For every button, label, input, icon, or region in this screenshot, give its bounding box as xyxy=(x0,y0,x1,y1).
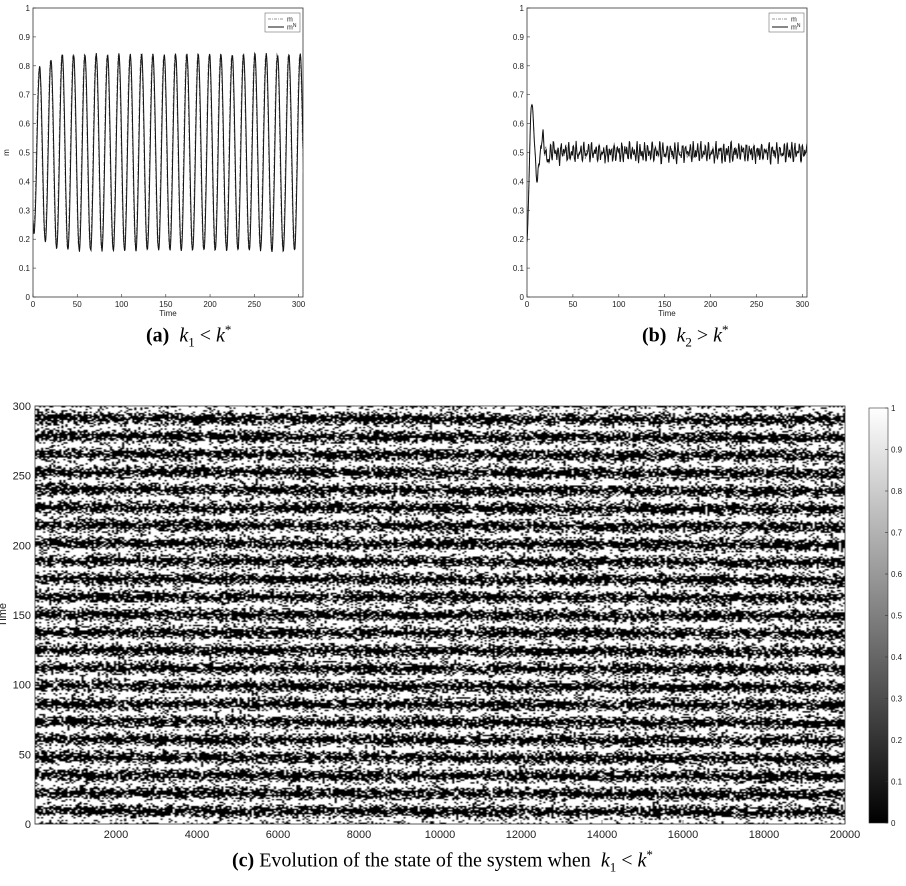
heatmap-cells xyxy=(35,406,845,824)
x-tick-label: 0 xyxy=(31,300,36,309)
x-tick-label: 18000 xyxy=(749,829,780,841)
x-tick-label: 200 xyxy=(704,300,718,309)
y-tick-label: 0.5 xyxy=(513,149,525,158)
x-tick-label: 50 xyxy=(568,300,577,309)
caption-c-tag: (c) xyxy=(232,849,255,872)
series-line-mN xyxy=(33,51,303,253)
colorbar-tick-label: 1 xyxy=(891,404,896,413)
legend-entry: m xyxy=(791,17,797,24)
colorbar-tick-label: 0.7 xyxy=(891,529,903,538)
x-tick-label: 300 xyxy=(292,300,306,309)
x-tick-label: 100 xyxy=(612,300,626,309)
y-tick-label: 100 xyxy=(13,680,31,692)
y-tick-label: 0.6 xyxy=(19,120,31,129)
x-tick-label: 0 xyxy=(525,300,530,309)
y-tick-label: 0.5 xyxy=(19,149,31,158)
colorbar-tick-label: 0.4 xyxy=(891,653,903,662)
caption-c: (c) Evolution of the state of the system… xyxy=(232,847,653,875)
x-tick-label: 14000 xyxy=(587,829,618,841)
x-tick-label: 100 xyxy=(115,300,129,309)
x-axis-label: Time xyxy=(658,309,676,318)
y-axis-label: Time xyxy=(0,603,9,627)
y-tick-label: 1 xyxy=(26,4,31,13)
caption-a-tag: (a) xyxy=(146,324,170,347)
y-tick-label: 0.3 xyxy=(513,206,525,215)
y-tick-label: 0.1 xyxy=(19,264,31,273)
y-tick-label: 0.8 xyxy=(513,62,525,71)
chart-b: 0 0.1 0.2 0.3 0.4 0.5 0.6 0.7 0.8 0.9 1 0 50 100 150 20… xyxy=(513,4,810,318)
y-tick-label: 0.8 xyxy=(19,62,31,71)
x-tick-label: 12000 xyxy=(506,829,537,841)
x-tick-label: 300 xyxy=(796,300,810,309)
x-tick-label: 50 xyxy=(73,300,82,309)
x-tick-label: 8000 xyxy=(347,829,371,841)
chart-c: 0 50 100 150 200 250 300 2000 4000 6000 8000 10000 1… xyxy=(0,401,903,841)
colorbar-tick-label: 0.1 xyxy=(891,778,903,787)
x-axis-label: Time xyxy=(159,309,177,318)
colorbar-tick-label: 0.9 xyxy=(891,446,903,455)
x-tick-label: 150 xyxy=(159,300,173,309)
legend-entry: mN xyxy=(791,23,801,32)
legend-entry: mN xyxy=(287,23,297,32)
y-tick-label: 0.2 xyxy=(513,235,525,244)
x-tick-label: 2000 xyxy=(104,829,128,841)
x-tick-label: 250 xyxy=(248,300,262,309)
y-tick-label: 0 xyxy=(520,293,525,302)
y-tick-label: 0.9 xyxy=(19,33,31,42)
chart-a: 0 0.1 0.2 0.3 0.4 0.5 0.6 0.7 0.8 0.9 1 0 50 100 150 20… xyxy=(2,4,306,318)
x-tick-label: 4000 xyxy=(185,829,209,841)
series-line-mN xyxy=(527,103,807,243)
caption-c-text: Evolution of the state of the system whe… xyxy=(259,849,591,872)
y-tick-label: 0.2 xyxy=(19,235,31,244)
colorbar-tick-label: 0 xyxy=(891,819,896,828)
y-tick-label: 0.1 xyxy=(513,264,525,273)
y-axis-label: m xyxy=(2,149,11,156)
y-tick-label: 0 xyxy=(26,293,31,302)
y-tick-label: 300 xyxy=(13,401,31,413)
colorbar-tick-label: 0.5 xyxy=(891,612,903,621)
y-tick-label: 150 xyxy=(13,610,31,622)
y-tick-label: 0.4 xyxy=(513,177,525,186)
colorbar-tick-label: 0.2 xyxy=(891,736,903,745)
y-tick-label: 50 xyxy=(19,749,31,761)
x-tick-label: 16000 xyxy=(668,829,699,841)
y-tick-label: 0.9 xyxy=(513,33,525,42)
y-tick-label: 250 xyxy=(13,471,31,483)
y-tick-label: 1 xyxy=(520,4,525,13)
caption-a: (a) k1 < k* xyxy=(146,322,232,350)
y-tick-label: 0.4 xyxy=(19,177,31,186)
x-tick-label: 10000 xyxy=(425,829,456,841)
x-tick-label: 150 xyxy=(658,300,672,309)
y-tick-label: 0.7 xyxy=(19,91,31,100)
colorbar-tick-label: 0.6 xyxy=(891,570,903,579)
y-tick-label: 200 xyxy=(13,540,31,552)
y-tick-label: 0.6 xyxy=(513,120,525,129)
y-tick-label: 0.3 xyxy=(19,206,31,215)
x-tick-label: 200 xyxy=(203,300,217,309)
legend-entry: m xyxy=(287,17,293,24)
colorbar-tick-label: 0.8 xyxy=(891,487,903,496)
x-tick-label: 250 xyxy=(750,300,764,309)
x-tick-label: 20000 xyxy=(830,829,861,841)
colorbar-tick-label: 0.3 xyxy=(891,695,903,704)
y-tick-label: 0 xyxy=(25,819,31,831)
caption-b-tag: (b) xyxy=(642,324,667,347)
x-tick-label: 6000 xyxy=(266,829,290,841)
y-tick-label: 0.7 xyxy=(513,91,525,100)
caption-b: (b) k2 > k* xyxy=(642,322,729,350)
